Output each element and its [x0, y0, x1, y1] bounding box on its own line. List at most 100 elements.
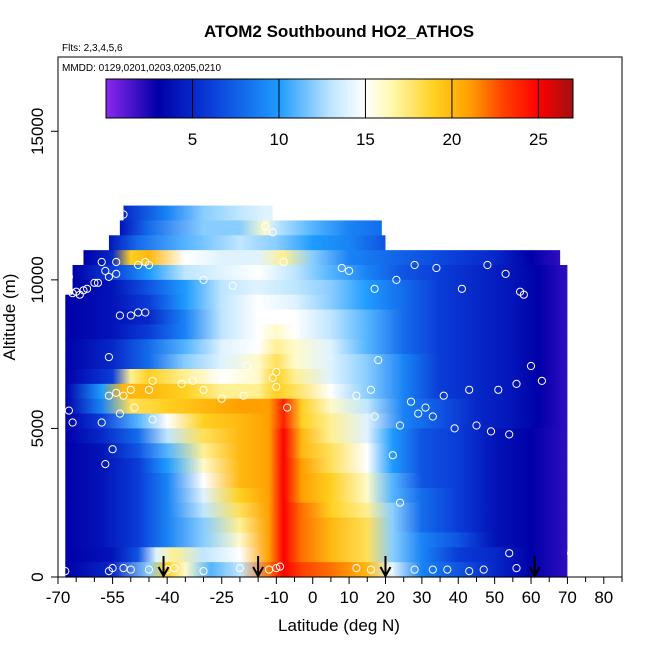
x-tick-label: -40: [155, 588, 180, 607]
heatmap-band: [65, 473, 568, 489]
sample-point: [410, 260, 419, 270]
sample-point: [134, 260, 143, 270]
sample-point: [501, 269, 510, 278]
sample-point: [101, 460, 110, 469]
sample-point: [235, 564, 244, 573]
sample-point: [432, 263, 441, 273]
sample-point: [486, 427, 496, 436]
sample-point: [112, 269, 121, 278]
sample-point: [108, 564, 117, 573]
x-tick-label: 30: [412, 588, 431, 607]
heatmap-band: [65, 294, 568, 311]
sample-point: [465, 567, 474, 576]
sample-point: [567, 549, 576, 558]
colorbar: 5 10 15 20 25: [105, 78, 574, 149]
sample-point: [112, 257, 121, 267]
sample-point: [239, 391, 248, 400]
heatmap-band: [108, 235, 386, 251]
sample-point: [104, 391, 114, 400]
sample-point: [177, 379, 186, 388]
y-tick-label: 5000: [28, 410, 47, 448]
sample-point: [144, 260, 154, 270]
sample-point: [101, 266, 110, 275]
latitude-arrow: [379, 556, 392, 579]
x-axis: -70 -55 -40 -25 -10 0 10 20 30 40 50 60 70 80: [46, 577, 623, 607]
sample-point: [283, 403, 292, 412]
sample-point: [465, 385, 474, 394]
sample-point: [97, 418, 106, 427]
sample-point: [61, 567, 70, 576]
colorbar-tick-label: 25: [529, 130, 548, 149]
heatmap-band: [65, 487, 568, 504]
heatmap-band: [123, 205, 273, 222]
plot-frame: [57, 56, 623, 578]
sample-point: [104, 272, 114, 281]
sample-point: [388, 451, 397, 460]
y-axis: 0 5000 10000 15000: [28, 108, 58, 582]
sample-point: [170, 564, 179, 573]
heatmap-layer: [65, 205, 568, 578]
sample-point: [519, 290, 528, 299]
sample-point: [457, 284, 466, 293]
sample-point: [199, 567, 208, 576]
sample-point: [268, 228, 277, 237]
y-axis-label: Altitude (m): [0, 274, 19, 361]
heatmap-band: [65, 324, 568, 340]
heatmap-band: [65, 354, 568, 370]
heatmap-band: [83, 250, 561, 266]
heatmap-band: [65, 369, 568, 385]
sample-point: [494, 385, 503, 394]
heatmap-band: [65, 428, 568, 444]
chart-subtitle-dates: MMDD: 0129,0201,0203,0205,0210: [62, 63, 221, 74]
heatmap-band: [65, 517, 568, 534]
x-axis-label: Latitude (deg N): [278, 616, 400, 635]
sample-point: [483, 260, 492, 270]
heatmap-band: [65, 562, 568, 578]
sample-point: [90, 278, 99, 287]
colorbar-ticks: 5 10 15 20 25: [188, 79, 548, 149]
sample-point: [141, 308, 150, 317]
sample-point: [374, 356, 383, 365]
x-tick-label: 70: [558, 588, 577, 607]
x-tick-label: -10: [264, 588, 289, 607]
x-tick-label: -70: [46, 588, 71, 607]
colorbar-tick-label: 5: [188, 130, 197, 149]
sample-point: [370, 412, 379, 421]
latitude-arrow: [157, 556, 170, 579]
chart-title: ATOM2 Southbound HO2_ATHOS: [204, 22, 474, 41]
x-tick-label: -55: [100, 588, 125, 607]
sample-point: [428, 565, 437, 574]
heatmap-band: [72, 265, 568, 281]
y-tick-label: 10000: [28, 256, 47, 303]
sample-point: [130, 403, 139, 412]
sample-point: [526, 361, 536, 371]
sample-point: [352, 564, 361, 573]
sample-point: [450, 424, 459, 433]
sample-point: [552, 237, 561, 246]
heatmap-band: [119, 220, 382, 236]
sample-point: [272, 564, 281, 573]
sample-point: [439, 391, 448, 400]
sample-point: [126, 311, 135, 320]
latitude-arrow: [252, 556, 265, 579]
sample-point: [366, 565, 375, 574]
sample-point: [144, 565, 154, 574]
heatmap-band: [72, 279, 568, 296]
sample-point: [144, 385, 154, 394]
sample-point: [505, 430, 514, 439]
sample-point: [243, 361, 252, 371]
sample-point: [395, 498, 405, 507]
x-tick-label: -25: [209, 588, 234, 607]
heatmap-band: [65, 383, 568, 400]
sample-point: [199, 385, 208, 394]
sample-point: [83, 284, 92, 293]
x-tick-label: 0: [308, 588, 317, 607]
sample-point: [428, 412, 437, 421]
sample-points-layer: [61, 210, 576, 576]
sample-point: [68, 418, 77, 427]
sample-point: [421, 403, 430, 412]
sample-point: [64, 406, 74, 415]
y-tick-label: 0: [28, 572, 47, 581]
sample-point: [392, 275, 401, 284]
